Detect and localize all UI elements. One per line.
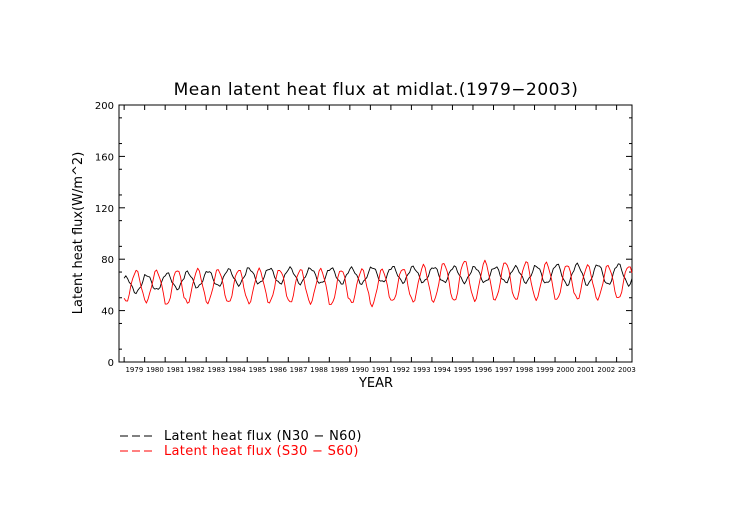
chart-title: Mean latent heat flux at midlat.(1979−20…: [174, 80, 579, 100]
x-tick-label: 1997: [495, 366, 513, 374]
x-tick-label: 1993: [413, 366, 431, 374]
y-tick-label: 200: [95, 101, 114, 112]
series-line-s30-s60: [123, 259, 633, 308]
x-tick-label: 2001: [577, 366, 595, 374]
series-layer: [123, 259, 633, 308]
y-tick-label: 0: [108, 358, 114, 369]
x-tick-label: 2003: [618, 366, 636, 374]
legend: Latent heat flux (N30 − N60)Latent heat …: [120, 429, 362, 459]
x-tick-label: 1989: [331, 366, 349, 374]
x-tick-label: 1980: [146, 366, 164, 374]
x-tick-label: 1981: [167, 366, 185, 374]
x-tick-label: 1992: [392, 366, 410, 374]
x-axis: 1979 1980 1981 1982 1983 1984 1985 1986 1987 1988…: [123, 105, 636, 374]
x-tick-label: 1996: [474, 366, 492, 374]
x-tick-label: 1986: [269, 366, 287, 374]
x-tick-label: 1984: [228, 366, 246, 374]
x-axis-label: YEAR: [358, 376, 393, 391]
x-tick-label: 1982: [187, 366, 205, 374]
x-tick-label: 1995: [454, 366, 472, 374]
x-tick-label: 1985: [249, 366, 267, 374]
legend-label: Latent heat flux (N30 − N60): [164, 429, 362, 444]
x-tick-label: 1979: [125, 366, 143, 374]
x-tick-label: 1991: [372, 366, 390, 374]
x-tick-label: 1994: [433, 366, 451, 374]
x-tick-label: 2000: [556, 366, 574, 374]
x-tick-label: 1999: [536, 366, 554, 374]
x-tick-label: 1990: [351, 366, 369, 374]
y-axis-label: Latent heat flux(W/m^2): [71, 152, 86, 315]
series-line-n30-n60: [123, 262, 633, 295]
x-tick-label: 1987: [290, 366, 308, 374]
x-tick-label: 2002: [597, 366, 615, 374]
y-tick-label: 80: [101, 255, 114, 266]
x-tick-label: 1983: [208, 366, 226, 374]
x-tick-label: 1998: [515, 366, 533, 374]
legend-label: Latent heat flux (S30 − S60): [164, 444, 359, 459]
y-axis: 0 40 80 120 160 200: [95, 101, 632, 369]
y-tick-label: 120: [95, 204, 114, 215]
y-tick-label: 40: [101, 307, 114, 318]
x-tick-label: 1988: [310, 366, 328, 374]
y-tick-label: 160: [95, 152, 114, 163]
plot-frame: [118, 104, 633, 363]
